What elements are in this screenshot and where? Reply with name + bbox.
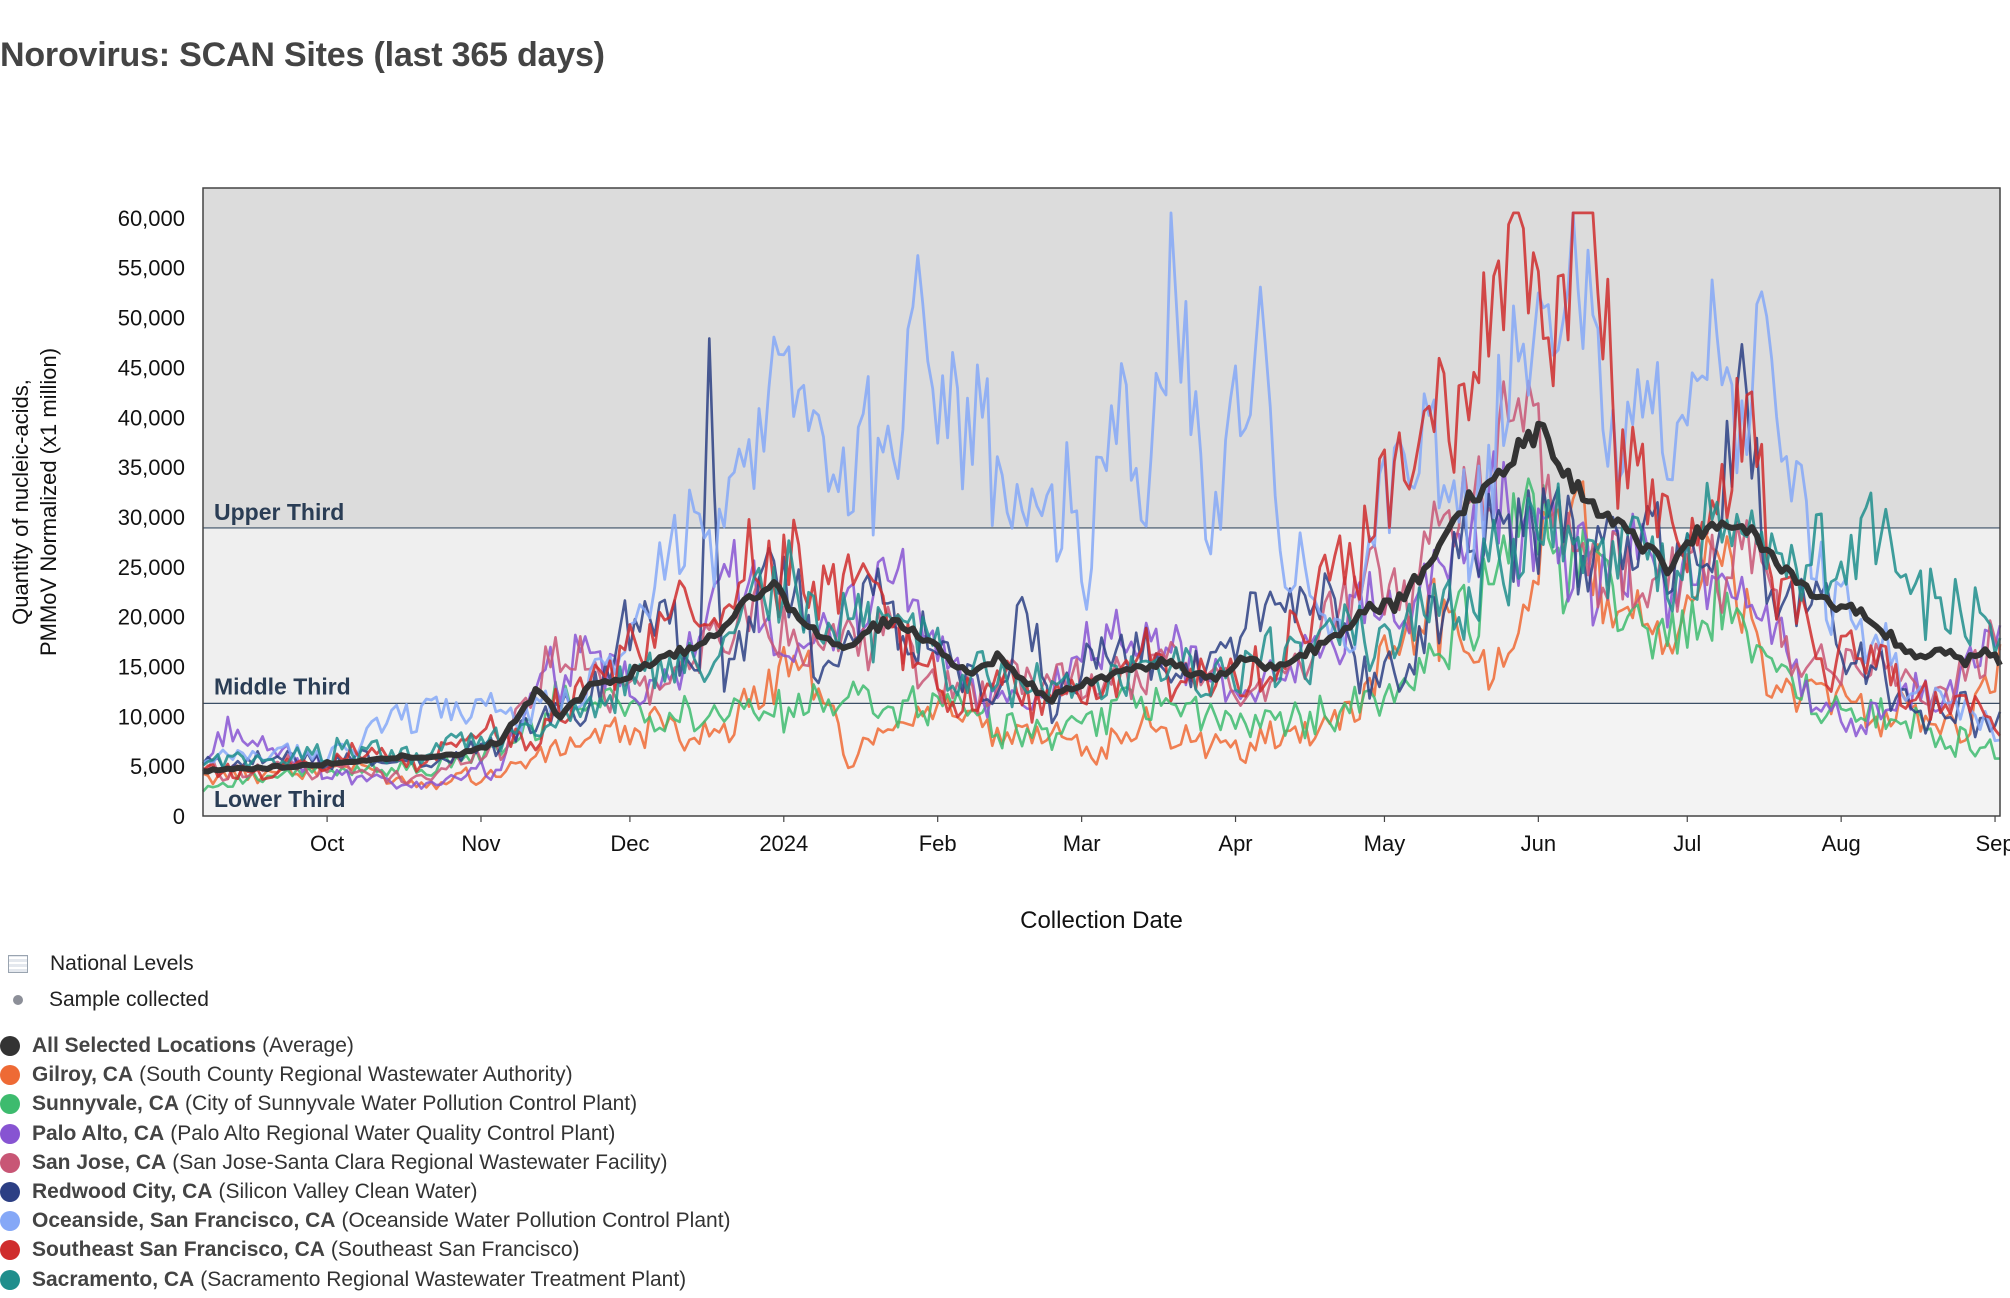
y-tick-label: 15,000: [118, 654, 185, 679]
y-axis-label-line1: Quantity of nucleic-acids,: [8, 379, 33, 625]
legend-item[interactable]: All Selected Locations (Average): [0, 1034, 354, 1058]
legend-national-levels[interactable]: National Levels: [8, 952, 194, 976]
legend-color-dot-icon: [0, 1182, 20, 1202]
legend-location-name: Sacramento, CA: [32, 1267, 195, 1291]
legend-item[interactable]: Southeast San Francisco, CA (Southeast Sa…: [0, 1238, 580, 1262]
y-axis-ticks: 0 5,000 10,000 15,000 20,000 25,000 30,000 35,0…: [118, 206, 185, 829]
x-tick-label: Sep: [1975, 831, 2010, 856]
x-tick-label: Oct: [310, 831, 344, 856]
x-tick-label: Jun: [1521, 831, 1556, 856]
legend-sample-collected[interactable]: Sample collected: [8, 988, 209, 1012]
lower-third-label: Lower Third: [214, 786, 346, 812]
legend-color-dot-icon: [0, 1152, 20, 1173]
x-tick-label: Dec: [610, 831, 649, 856]
legend-site-description: (City of Sunnyvale Water Pollution Contr…: [185, 1092, 638, 1116]
legend-color-dot-icon: [0, 1094, 20, 1115]
legend-color-dot-icon: [0, 1269, 20, 1290]
legend-color-dot-icon: [0, 1036, 20, 1056]
legend-site-description: (Sacramento Regional Wastewater Treatmen…: [200, 1267, 687, 1291]
y-tick-label: 5,000: [130, 754, 185, 779]
upper-third-band: [203, 188, 2000, 528]
legend-location-name: Redwood City, CA: [32, 1180, 213, 1203]
x-tick-label: Mar: [1063, 831, 1101, 856]
y-tick-label: 40,000: [118, 405, 185, 430]
legend-color-dot-icon: [0, 1240, 20, 1261]
legend-site-description: (Southeast San Francisco): [330, 1238, 580, 1262]
legend-item[interactable]: Redwood City, CA (Silicon Valley Clean Wa…: [0, 1180, 478, 1204]
x-tick-label: Aug: [1822, 831, 1861, 856]
legend-location-name: Southeast San Francisco, CA: [32, 1238, 325, 1262]
y-tick-label: 0: [173, 804, 185, 829]
legend-color-dot-icon: [0, 1123, 20, 1144]
legend-location-name: Gilroy, CA: [32, 1063, 134, 1087]
sample-dot-icon: [13, 995, 23, 1005]
legend-item[interactable]: Oceanside, San Francisco, CA (Oceanside W…: [0, 1209, 731, 1233]
national-levels-swatch-icon: [8, 955, 28, 973]
y-tick-label: 55,000: [118, 256, 185, 281]
y-tick-label: 30,000: [118, 505, 185, 530]
x-axis-ticks: Oct Nov Dec 2024 Feb Mar Apr May Jun Jul Aug Sep: [310, 816, 2010, 856]
series-line-all-selected-locations: [202, 420, 2003, 775]
legend-site-description: (Oceanside Water Pollution Control Plant…: [341, 1209, 731, 1233]
x-tick-label: 2024: [759, 831, 808, 856]
series-line-sacramento-ca: [202, 481, 2002, 770]
legend-item[interactable]: Sunnyvale, CA (City of Sunnyvale Water Po…: [0, 1092, 637, 1116]
legend-location-name: Sunnyvale, CA: [32, 1092, 180, 1116]
x-axis-label: Collection Date: [1020, 907, 1183, 934]
series-line-oceanside-san-francisco-ca: [202, 211, 2001, 765]
middle-third-label: Middle Third: [214, 673, 351, 699]
y-tick-label: 50,000: [118, 306, 185, 331]
legend-item[interactable]: San Jose, CA (San Jose-Santa Clara Region…: [0, 1151, 667, 1175]
x-tick-label: Feb: [919, 831, 957, 856]
upper-third-label: Upper Third: [214, 499, 344, 525]
x-tick-label: Jul: [1673, 831, 1701, 856]
legend-item[interactable]: Palo Alto, CA (Palo Alto Regional Water Q…: [0, 1122, 615, 1146]
legend-site-description: (Average): [262, 1034, 354, 1057]
legend-color-dot-icon: [0, 1211, 20, 1232]
y-tick-label: 25,000: [118, 555, 185, 580]
y-tick-label: 10,000: [118, 704, 185, 729]
y-tick-label: 35,000: [118, 455, 185, 480]
x-tick-label: May: [1364, 831, 1406, 856]
legend-location-name: Oceanside, San Francisco, CA: [32, 1209, 336, 1233]
y-tick-label: 45,000: [118, 355, 185, 380]
legend-location-name: All Selected Locations: [32, 1034, 257, 1057]
legend-location-name: San Jose, CA: [32, 1150, 167, 1174]
legend-site-description: (South County Regional Wastewater Author…: [139, 1063, 573, 1087]
series-line-gilroy-ca: [202, 480, 2002, 791]
x-tick-label: Apr: [1218, 831, 1252, 856]
series-line-sunnyvale-ca: [202, 477, 2000, 793]
y-axis-label-line2: PMMoV Normalized (x1 million): [36, 348, 61, 656]
x-tick-label: Nov: [461, 831, 500, 856]
y-tick-label: 20,000: [118, 605, 185, 630]
legend-item[interactable]: Gilroy, CA (South County Regional Wastewa…: [0, 1063, 573, 1087]
legend-site-description: (San Jose-Santa Clara Regional Wastewate…: [172, 1150, 668, 1174]
legend-location-name: Palo Alto, CA: [32, 1121, 165, 1145]
legend-color-dot-icon: [0, 1065, 20, 1086]
plot-frame: [202, 187, 2001, 817]
legend-site-description: (Palo Alto Regional Water Quality Contro…: [170, 1121, 616, 1145]
national-levels-label: National Levels: [50, 952, 194, 975]
sample-collected-label: Sample collected: [49, 988, 209, 1011]
series-layer: [201, 211, 2003, 793]
page-title: Norovirus: SCAN Sites (last 365 days): [0, 36, 605, 74]
legend-site-description: (Silicon Valley Clean Water): [218, 1180, 478, 1203]
y-tick-label: 60,000: [118, 206, 185, 231]
legend-item[interactable]: Sacramento, CA (Sacramento Regional Waste…: [0, 1268, 686, 1292]
